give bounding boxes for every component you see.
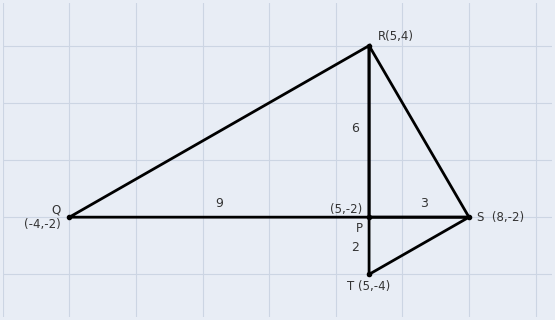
Text: 2: 2	[351, 241, 359, 254]
Text: 3: 3	[420, 197, 428, 210]
Text: (5,-2): (5,-2)	[330, 203, 362, 216]
Text: P: P	[355, 222, 362, 235]
Text: 6: 6	[351, 122, 359, 135]
Text: Q
(-4,-2): Q (-4,-2)	[24, 203, 61, 231]
Text: S  (8,-2): S (8,-2)	[477, 211, 524, 224]
Text: T (5,-4): T (5,-4)	[347, 280, 391, 293]
Text: R(5,4): R(5,4)	[377, 30, 413, 43]
Text: 9: 9	[215, 197, 223, 210]
